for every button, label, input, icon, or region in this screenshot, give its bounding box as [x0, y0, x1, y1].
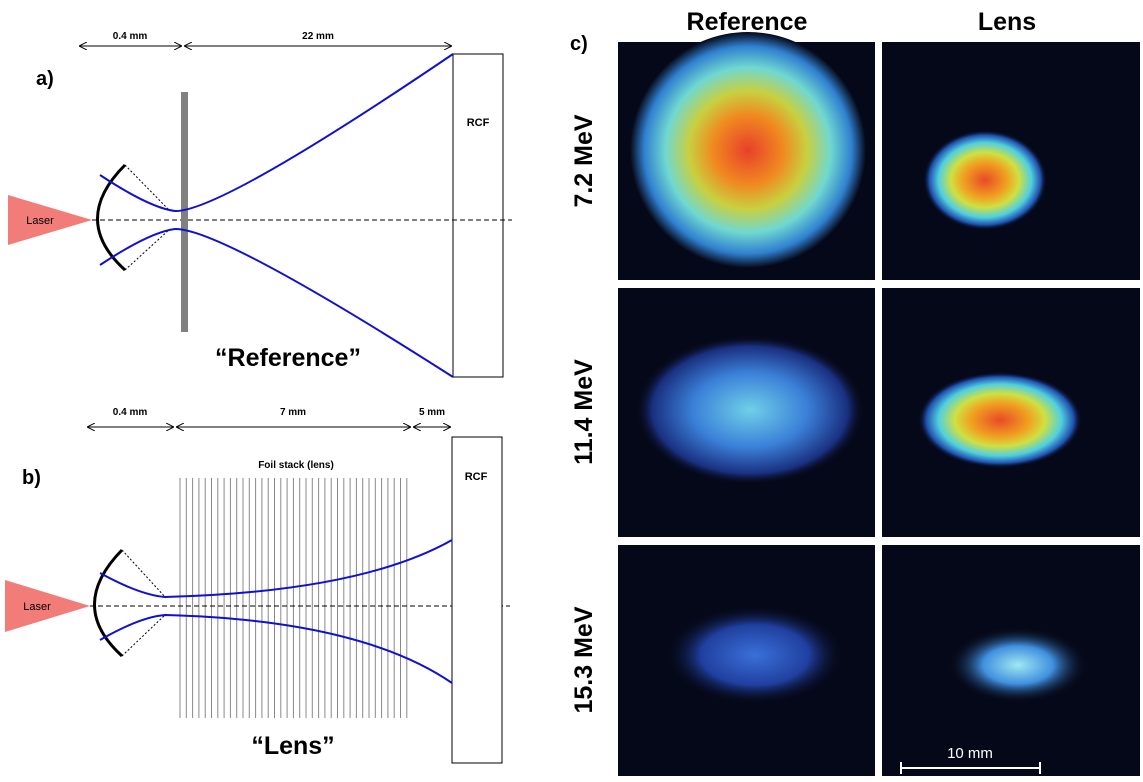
cone	[122, 550, 166, 656]
column-header: Lens	[978, 8, 1036, 36]
laser-label: Laser	[26, 215, 54, 227]
caption: “Reference”	[215, 344, 361, 372]
panel-b: b) 0.4 mm 7 mm 5 mm Foil stack (lens) La…	[5, 407, 510, 763]
dimension-label: 22 mm	[302, 31, 334, 42]
panel-a: a) 0.4 mm 22 mm Laser RCF “Reference”	[8, 31, 512, 377]
beam-spot	[918, 372, 1082, 468]
column-header: Reference	[687, 8, 808, 36]
rcf-label: RCF	[465, 471, 488, 483]
row-label: 11.4 MeV	[570, 359, 598, 465]
dimension-label: 0.4 mm	[113, 31, 148, 42]
dimension-label: 7 mm	[280, 407, 306, 418]
panel-c: c) Reference Lens 7.2 MeV 11.4 MeV 15.3 …	[570, 8, 1140, 776]
caption: “Lens”	[251, 732, 334, 760]
beam-spot	[635, 335, 865, 485]
dimension-label: 0.4 mm	[113, 407, 148, 418]
panel-label: b)	[22, 467, 41, 489]
beam-spot	[923, 130, 1047, 230]
lens-label: Foil stack (lens)	[258, 460, 334, 471]
scale-bar-label: 10 mm	[947, 745, 993, 762]
foil-stack	[180, 478, 407, 718]
rcf	[452, 437, 502, 763]
rcf	[453, 54, 503, 377]
beam-spot	[630, 32, 866, 268]
target	[98, 165, 126, 270]
row-label: 7.2 MeV	[570, 114, 598, 207]
beam	[100, 540, 452, 597]
foil	[181, 92, 188, 332]
beam-spot	[948, 627, 1088, 703]
rcf-label: RCF	[467, 117, 490, 129]
beam	[100, 615, 452, 683]
laser-label: Laser	[23, 601, 51, 613]
row-label: 15.3 MeV	[570, 606, 598, 713]
figure: a) 0.4 mm 22 mm Laser RCF “Reference” b)…	[0, 0, 1143, 782]
dimension-label: 5 mm	[419, 407, 445, 418]
cone	[125, 165, 170, 270]
panel-label: c)	[570, 33, 588, 55]
beam-spot	[665, 605, 845, 705]
panel-label: a)	[36, 68, 54, 90]
target	[95, 550, 123, 656]
beam	[100, 54, 453, 211]
